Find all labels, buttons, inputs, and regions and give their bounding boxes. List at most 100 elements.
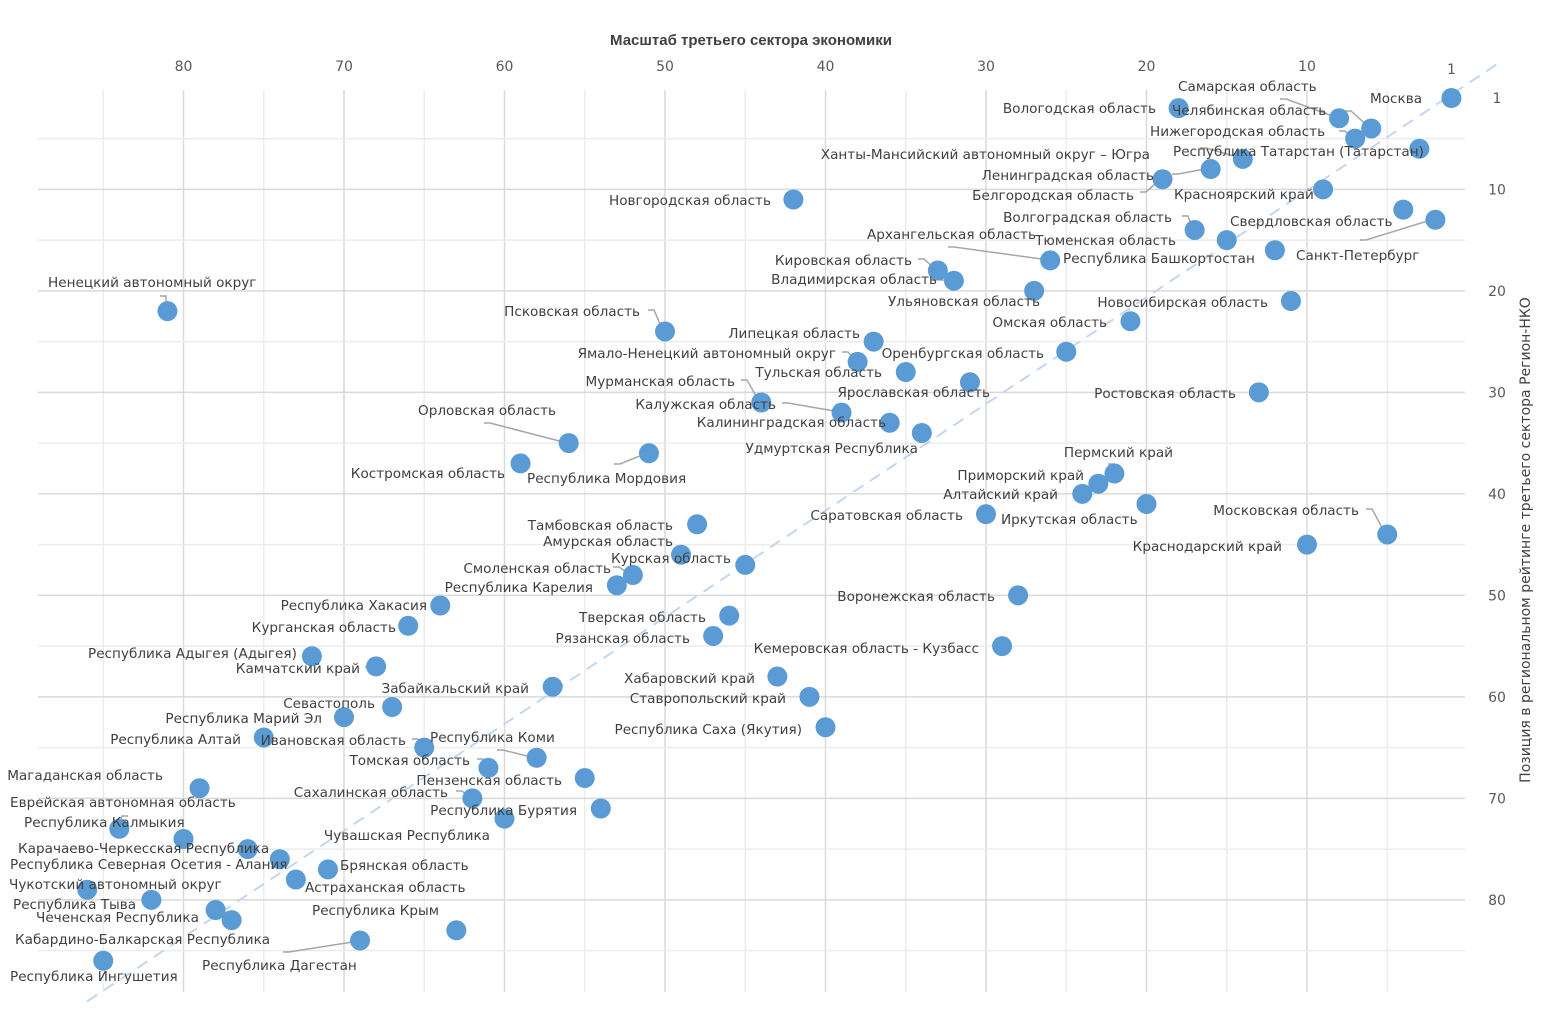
leader-line — [1172, 167, 1211, 175]
data-point — [237, 839, 258, 860]
data-point — [638, 443, 659, 464]
data-point — [976, 504, 996, 525]
data-point — [1248, 382, 1269, 403]
data-label: Псковская область — [504, 304, 640, 320]
data-label: Липецкая область — [728, 326, 860, 342]
data-point — [141, 889, 162, 910]
data-point — [879, 412, 900, 433]
data-label: Ивановская область — [261, 733, 406, 749]
data-label: Московская область — [1213, 503, 1359, 519]
data-label: Магаданская область — [7, 768, 163, 784]
data-label: Еврейская автономная область — [10, 795, 236, 811]
data-label: Курганская область — [252, 620, 396, 636]
data-label: Республика Адыгея (Адыгея) — [88, 646, 297, 662]
data-label: Тюменская область — [1034, 233, 1176, 249]
data-label: Республика Крым — [312, 903, 439, 919]
data-point — [366, 656, 387, 677]
data-point — [1329, 108, 1350, 129]
x-tick-label: 40 — [817, 59, 835, 75]
data-label: Ростовская область — [1094, 386, 1236, 402]
data-label: Ненецкий автономный округ — [48, 275, 256, 291]
x-tick-label: 50 — [656, 59, 674, 75]
data-label: Тамбовская область — [527, 518, 673, 534]
data-label: Кабардино-Балкарская Республика — [15, 932, 270, 948]
data-label: Республика Калмыкия — [24, 815, 185, 831]
data-point — [992, 636, 1013, 657]
data-label: Севастополь — [283, 696, 375, 712]
data-label: Смоленская область — [463, 561, 611, 577]
data-point — [1088, 473, 1109, 494]
data-point — [655, 321, 675, 342]
data-point — [446, 920, 467, 941]
data-point — [221, 910, 242, 931]
data-point — [301, 646, 322, 667]
x-tick-label: 20 — [1138, 59, 1156, 75]
data-label: Республика Ингушетия — [10, 969, 178, 985]
x-tick-label: 10 — [1298, 59, 1316, 75]
x-tick-label: 1 — [1447, 62, 1456, 78]
data-point — [895, 362, 916, 383]
data-label: Карачаево-Черкесская Республика — [18, 841, 269, 857]
data-point — [1200, 159, 1221, 180]
data-point — [317, 859, 338, 880]
data-label: Владимирская область — [771, 272, 937, 288]
data-label: Республика Саха (Якутия) — [615, 722, 803, 738]
data-point — [205, 900, 226, 920]
data-point — [847, 351, 868, 372]
leader-line — [484, 422, 568, 444]
leader-line — [1280, 98, 1339, 119]
leader-line — [283, 940, 360, 953]
data-label: Камчатский край — [236, 661, 360, 677]
data-label: Алтайский край — [943, 487, 1058, 503]
data-label: Санкт-Петербург — [1296, 248, 1419, 264]
data-label: Калининградская область — [697, 415, 886, 431]
data-point — [334, 707, 354, 728]
y-tick-label: 50 — [1488, 588, 1506, 604]
data-label: Новгородская область — [609, 193, 771, 209]
data-point — [462, 788, 483, 809]
data-label: Ленинградская область — [982, 168, 1154, 184]
data-point — [77, 879, 98, 900]
data-point — [1232, 148, 1253, 169]
y-tick-label: 60 — [1488, 690, 1506, 706]
y-tick-label: 20 — [1488, 284, 1506, 300]
data-label: Пермский край — [1064, 445, 1173, 461]
data-point — [1136, 494, 1157, 514]
y-tick-label: 40 — [1488, 487, 1506, 503]
data-point — [1345, 128, 1366, 149]
data-label: Кировская область — [775, 253, 912, 269]
data-label: Чувашская Республика — [324, 828, 490, 844]
data-point — [1361, 118, 1382, 139]
leader-line — [497, 749, 536, 759]
y-tick-label: 80 — [1488, 893, 1506, 909]
leader-line — [948, 246, 1050, 261]
data-label: Забайкальский край — [381, 681, 529, 697]
data-label: Рязанская область — [556, 631, 690, 647]
data-label: Архангельская область — [867, 227, 1036, 243]
data-label: Самарская область — [1178, 79, 1317, 95]
data-point — [173, 828, 194, 849]
data-label: Мурманская область — [585, 374, 735, 390]
data-label: Ямало-Ненецкий автономный округ — [578, 346, 836, 362]
data-label: Удмуртская Республика — [746, 441, 918, 457]
data-label: Ставропольский край — [630, 691, 786, 707]
data-point — [815, 717, 836, 738]
label-leader-lines — [117, 98, 1435, 953]
y-tick-label: 30 — [1488, 385, 1506, 401]
leader-line — [1366, 508, 1387, 536]
data-point — [574, 768, 595, 789]
x-tick-label: 70 — [335, 59, 353, 75]
data-point — [671, 544, 692, 565]
data-point — [1120, 311, 1141, 332]
data-label: Тульская область — [754, 365, 882, 381]
data-point — [719, 605, 740, 626]
data-label: Республика Тыва — [13, 897, 136, 913]
data-point — [1168, 98, 1189, 119]
data-label: Орловская область — [418, 403, 556, 419]
x-axis-ticks: 80 70 60 50 40 30 20 10 1 — [175, 59, 1456, 78]
y-axis-ticks: 1 10 20 30 40 50 60 70 80 — [1488, 91, 1506, 909]
data-point — [1040, 250, 1061, 271]
data-label: Брянская область — [340, 858, 469, 874]
data-label: Воронежская область — [837, 589, 995, 605]
data-label: Республика Марий Эл — [165, 711, 322, 727]
